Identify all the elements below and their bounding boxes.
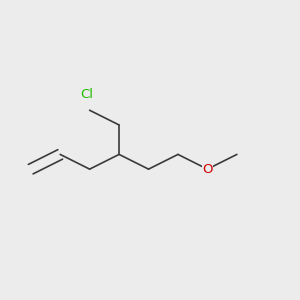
Text: O: O [202, 163, 213, 176]
Text: Cl: Cl [80, 88, 93, 101]
